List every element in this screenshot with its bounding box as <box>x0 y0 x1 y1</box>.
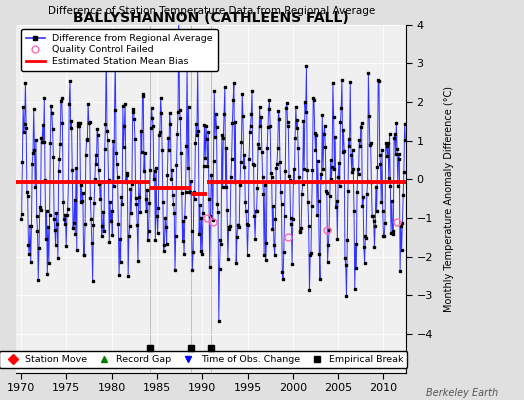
Title: BALLYSHANNON (CATHLEENS FALL): BALLYSHANNON (CATHLEENS FALL) <box>73 11 349 25</box>
Text: Berkeley Earth: Berkeley Earth <box>425 388 498 398</box>
Y-axis label: Monthly Temperature Anomaly Difference (°C): Monthly Temperature Anomaly Difference (… <box>444 86 454 312</box>
Text: Difference of Station Temperature Data from Regional Average: Difference of Station Temperature Data f… <box>48 6 375 16</box>
Legend: Station Move, Record Gap, Time of Obs. Change, Empirical Break: Station Move, Record Gap, Time of Obs. C… <box>0 351 408 368</box>
